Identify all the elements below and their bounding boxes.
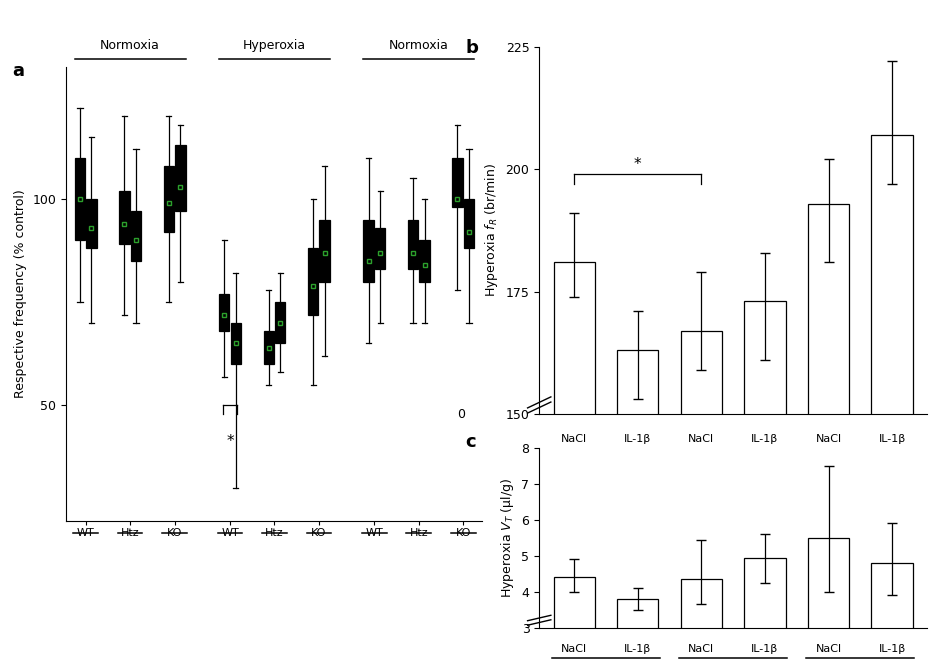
Text: NaCl: NaCl	[689, 644, 714, 654]
Text: mPGES-1$^{-/-}$: mPGES-1$^{-/-}$	[826, 466, 895, 482]
PathPatch shape	[308, 248, 319, 315]
PathPatch shape	[375, 228, 385, 269]
Text: NaCl: NaCl	[689, 434, 714, 444]
PathPatch shape	[131, 211, 141, 261]
PathPatch shape	[320, 220, 330, 281]
Text: mPGES-1$^{+/+}$: mPGES-1$^{+/+}$	[571, 466, 640, 482]
PathPatch shape	[86, 199, 96, 248]
PathPatch shape	[231, 323, 241, 364]
Text: IL-1β: IL-1β	[624, 644, 652, 654]
Text: Normoxia: Normoxia	[100, 39, 160, 52]
Text: b: b	[465, 39, 479, 57]
Text: a: a	[12, 62, 24, 80]
Text: IL-1β: IL-1β	[879, 644, 905, 654]
Text: Hyperoxia: Hyperoxia	[243, 39, 307, 52]
PathPatch shape	[419, 240, 429, 281]
Bar	[681, 579, 722, 668]
PathPatch shape	[119, 190, 130, 244]
Bar	[745, 558, 785, 668]
Bar	[553, 577, 595, 668]
PathPatch shape	[452, 158, 463, 207]
Text: IL-1β: IL-1β	[624, 434, 652, 444]
Text: Normoxia: Normoxia	[389, 39, 448, 52]
Text: NaCl: NaCl	[561, 434, 587, 444]
Text: mPGES-1$^{+/-}$: mPGES-1$^{+/-}$	[698, 466, 768, 482]
PathPatch shape	[175, 145, 185, 211]
Text: 0: 0	[458, 407, 465, 421]
Y-axis label: Hyperoxia $f_R$ (br/min): Hyperoxia $f_R$ (br/min)	[483, 164, 500, 297]
Text: *: *	[226, 434, 234, 450]
Bar	[745, 301, 785, 668]
Y-axis label: Hyperoxia $V_T$ (µl/g): Hyperoxia $V_T$ (µl/g)	[499, 478, 516, 598]
Text: IL-1β: IL-1β	[751, 644, 779, 654]
Bar	[617, 599, 658, 668]
Text: IL-1β: IL-1β	[879, 434, 905, 444]
Text: *: *	[634, 157, 641, 172]
Bar	[808, 538, 850, 668]
Text: NaCl: NaCl	[815, 434, 842, 444]
Bar	[808, 204, 850, 668]
Y-axis label: Respective frequency (% control): Respective frequency (% control)	[14, 190, 27, 398]
PathPatch shape	[264, 331, 274, 364]
Text: NaCl: NaCl	[815, 644, 842, 654]
Bar	[871, 563, 913, 668]
Text: IL-1β: IL-1β	[751, 434, 779, 444]
Bar	[681, 331, 722, 668]
Text: c: c	[465, 433, 476, 451]
Bar	[871, 135, 913, 668]
PathPatch shape	[219, 294, 230, 331]
PathPatch shape	[164, 166, 174, 232]
PathPatch shape	[363, 220, 374, 281]
Bar	[553, 263, 595, 668]
PathPatch shape	[464, 199, 474, 248]
Text: NaCl: NaCl	[561, 644, 587, 654]
Bar	[617, 351, 658, 668]
PathPatch shape	[75, 158, 85, 240]
PathPatch shape	[408, 220, 418, 269]
PathPatch shape	[275, 302, 286, 343]
